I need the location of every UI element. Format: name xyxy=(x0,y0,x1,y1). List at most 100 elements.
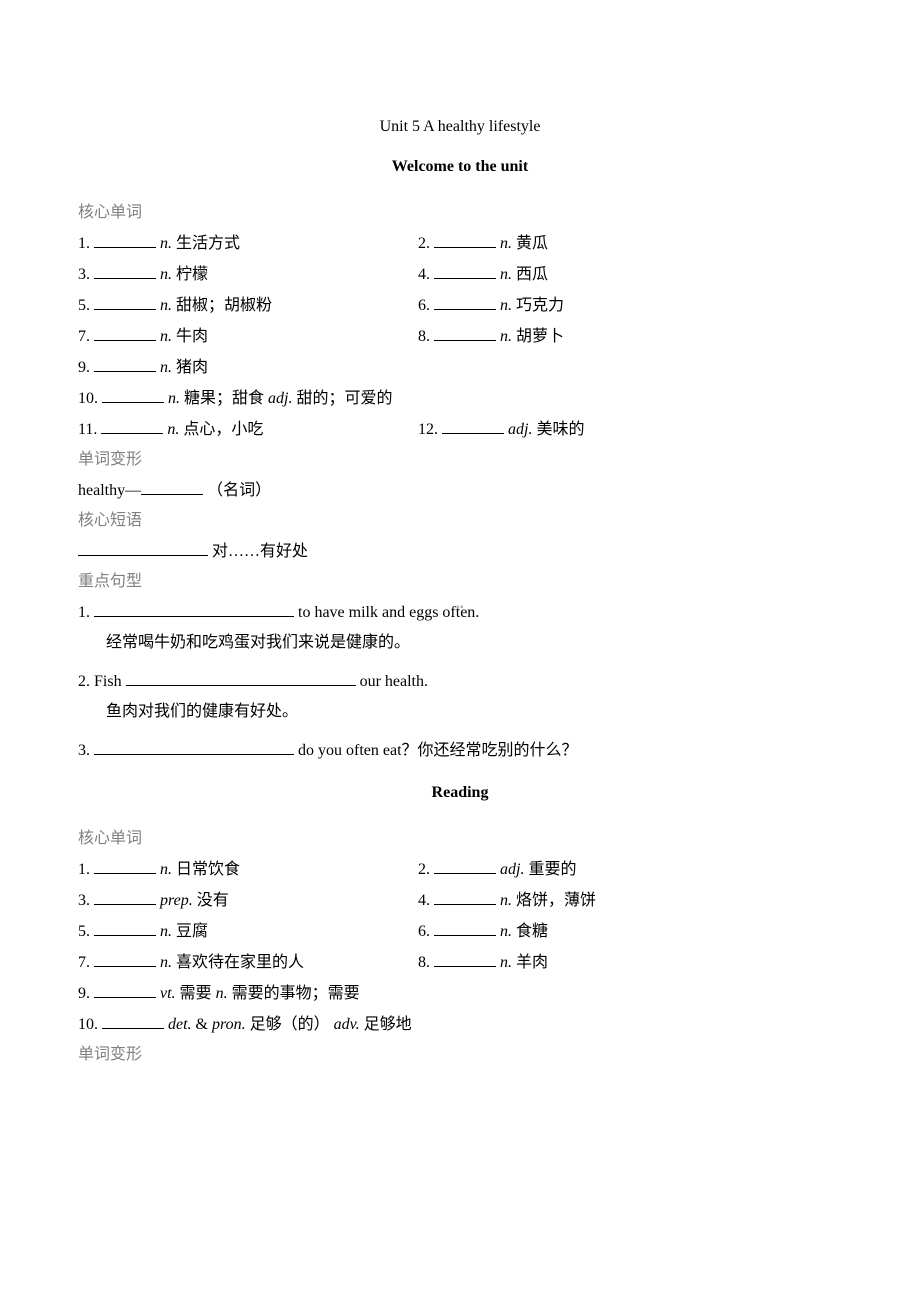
item-num: 8. xyxy=(418,328,430,345)
fill-blank[interactable] xyxy=(434,324,496,341)
item-num: 1. xyxy=(78,861,90,878)
vocab-row: 10. n. 糖果；甜食 adj. 甜的；可爱的 xyxy=(78,386,842,411)
item-num: 4. xyxy=(418,266,430,283)
item-def: 重要的 xyxy=(528,861,576,878)
fill-blank[interactable] xyxy=(94,888,156,905)
fill-blank[interactable] xyxy=(141,478,203,495)
label-core-vocab: 核心单词 xyxy=(78,827,842,851)
item-pos: n. xyxy=(160,266,172,283)
vocab-row: 5. n. 甜椒；胡椒粉 6. n. 巧克力 xyxy=(78,293,842,318)
item-def: 生活方式 xyxy=(176,235,240,252)
sentence-line: 2. Fish our health. xyxy=(78,669,842,694)
fill-blank[interactable] xyxy=(434,888,496,905)
fill-blank[interactable] xyxy=(94,262,156,279)
item-def: 甜的；可爱的 xyxy=(292,390,392,407)
item-pos: n. xyxy=(168,390,180,407)
label-core-phrase: 核心短语 xyxy=(78,509,842,533)
fill-blank[interactable] xyxy=(442,417,504,434)
vocab-row: 3. prep. 没有 4. n. 烙饼，薄饼 xyxy=(78,888,842,913)
item-num: 4. xyxy=(418,892,430,909)
sentence-translation: 鱼肉对我们的健康有好处。 xyxy=(78,700,842,724)
vocab-row: 5. n. 豆腐 6. n. 食糖 xyxy=(78,919,842,944)
vocab-row: 1. n. 日常饮食 2. adj. 重要的 xyxy=(78,857,842,882)
item-def: 牛肉 xyxy=(176,328,208,345)
label-word-transform: 单词变形 xyxy=(78,1043,842,1067)
fill-blank[interactable] xyxy=(434,231,496,248)
sentence-num: 1. xyxy=(78,604,94,621)
fill-blank[interactable] xyxy=(94,324,156,341)
item-pos: n. xyxy=(160,297,172,314)
fill-blank[interactable] xyxy=(94,293,156,310)
sentence-tail: our health. xyxy=(356,673,428,690)
fill-blank[interactable] xyxy=(434,950,496,967)
item-num: 7. xyxy=(78,328,90,345)
item-pos: vt. xyxy=(160,985,176,1002)
item-pos: n. xyxy=(160,359,172,376)
vocab-row: 9. n. 猪肉 xyxy=(78,355,842,380)
item-def: 需要的事物；需要 xyxy=(228,985,360,1002)
item-pos: adv. xyxy=(334,1016,360,1033)
section-heading-reading: Reading xyxy=(78,781,842,805)
fill-blank[interactable] xyxy=(94,231,156,248)
phrase-line: 对……有好处 xyxy=(78,539,842,564)
fill-blank[interactable] xyxy=(94,857,156,874)
fill-blank[interactable] xyxy=(434,262,496,279)
fill-blank[interactable] xyxy=(94,919,156,936)
fill-blank[interactable] xyxy=(94,355,156,372)
item-def: 喜欢待在家里的人 xyxy=(176,954,304,971)
item-num: 8. xyxy=(418,954,430,971)
item-pos: adj. xyxy=(268,390,292,407)
item-def: 糖果；甜食 xyxy=(184,390,268,407)
fill-blank[interactable] xyxy=(102,1012,164,1029)
vocab-row: 3. n. 柠檬 4. n. 西瓜 xyxy=(78,262,842,287)
item-def: 食糖 xyxy=(516,923,548,940)
fill-blank[interactable] xyxy=(126,669,356,686)
item-def: 甜椒；胡椒粉 xyxy=(176,297,272,314)
transform-post: （名词） xyxy=(207,482,271,499)
fill-blank[interactable] xyxy=(434,293,496,310)
sentence-tail: to have milk and eggs often. xyxy=(294,604,479,621)
item-num: 1. xyxy=(78,235,90,252)
item-def: 豆腐 xyxy=(176,923,208,940)
fill-blank[interactable] xyxy=(78,539,208,556)
item-num: 9. xyxy=(78,359,90,376)
label-core-vocab: 核心单词 xyxy=(78,201,842,225)
item-def: 日常饮食 xyxy=(176,861,240,878)
label-key-sentence: 重点句型 xyxy=(78,570,842,594)
item-pos: n. xyxy=(216,985,228,1002)
item-num: 11. xyxy=(78,421,97,438)
fill-blank[interactable] xyxy=(94,738,294,755)
item-def: 巧克力 xyxy=(516,297,564,314)
item-pos: n. xyxy=(160,923,172,940)
sentence-pre: 2. Fish xyxy=(78,673,126,690)
fill-blank[interactable] xyxy=(434,919,496,936)
sentence-tail: do you often eat？你还经常吃别的什么？ xyxy=(294,742,578,759)
fill-blank[interactable] xyxy=(94,950,156,967)
fill-blank[interactable] xyxy=(102,386,164,403)
amp: & xyxy=(192,1016,212,1033)
item-pos: adj. xyxy=(508,421,532,438)
fill-blank[interactable] xyxy=(101,417,163,434)
item-pos: n. xyxy=(160,861,172,878)
fill-blank[interactable] xyxy=(94,981,156,998)
unit-title: Unit 5 A healthy lifestyle xyxy=(78,115,842,139)
item-def: 黄瓜 xyxy=(516,235,548,252)
phrase-text: 对……有好处 xyxy=(212,543,308,560)
item-pos: n. xyxy=(500,923,512,940)
item-num: 2. xyxy=(418,235,430,252)
sentence-line: 3. do you often eat？你还经常吃别的什么？ xyxy=(78,738,842,763)
item-num: 10. xyxy=(78,1016,98,1033)
item-num: 9. xyxy=(78,985,90,1002)
item-num: 7. xyxy=(78,954,90,971)
fill-blank[interactable] xyxy=(94,600,294,617)
watermark-icon: ▪▪ xyxy=(456,600,464,615)
item-num: 3. xyxy=(78,266,90,283)
item-pos: n. xyxy=(160,235,172,252)
item-pos: n. xyxy=(500,266,512,283)
item-def: 烙饼，薄饼 xyxy=(516,892,596,909)
item-pos: n. xyxy=(500,328,512,345)
item-pos: n. xyxy=(500,297,512,314)
vocab-row: 7. n. 牛肉 8. n. 胡萝卜 xyxy=(78,324,842,349)
vocab-row: 7. n. 喜欢待在家里的人 8. n. 羊肉 xyxy=(78,950,842,975)
fill-blank[interactable] xyxy=(434,857,496,874)
